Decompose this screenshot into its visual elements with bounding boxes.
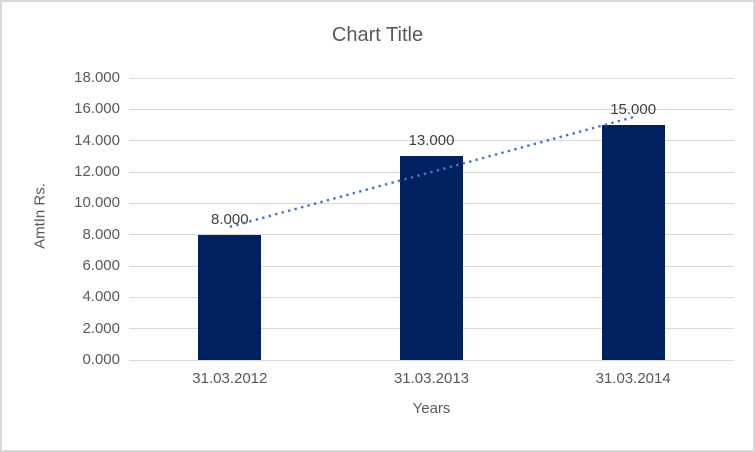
x-axis-category-label: 31.03.2014 (595, 370, 671, 387)
y-axis-tick-label: 8.000 (82, 225, 120, 243)
y-axis-tick-label: 6.000 (82, 257, 120, 274)
gridline (129, 108, 734, 110)
bar-31.03.2012 (198, 234, 262, 360)
y-axis-tick-label: 16.000 (74, 100, 120, 118)
y-axis-tick-label: 0.000 (82, 351, 120, 368)
y-axis-tick-label: 2.000 (82, 319, 120, 337)
chart-title: Chart Title (331, 24, 424, 46)
y-axis-tick-label: 18.000 (74, 69, 120, 86)
data-label: 15.000 (610, 101, 657, 118)
bar-31.03.2014 (601, 125, 665, 360)
y-axis-tick-label: 14.000 (74, 131, 120, 149)
y-axis-tick-label: 4.000 (82, 288, 120, 306)
data-label: 13.000 (408, 132, 455, 150)
gridline (129, 359, 734, 361)
x-axis-title: Years (412, 400, 451, 417)
bar-31.03.2013 (400, 156, 463, 360)
y-axis-tick-label: 12.000 (74, 163, 120, 180)
gridline (129, 77, 734, 79)
x-axis-category-label: 31.03.2013 (393, 370, 470, 387)
x-axis-category-label: 31.03.2012 (192, 370, 268, 387)
data-label: 8.000 (211, 210, 249, 228)
y-axis-tick-label: 10.000 (74, 194, 120, 212)
